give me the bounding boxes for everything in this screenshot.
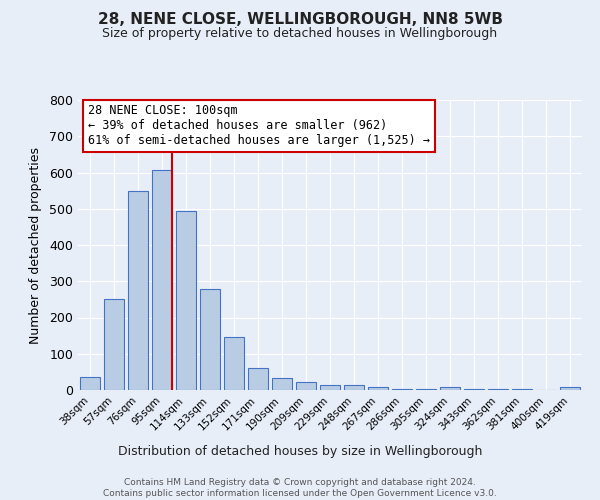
Bar [440, 387, 460, 390]
Bar [104, 300, 124, 390]
Bar [176, 210, 196, 390]
Y-axis label: Number of detached properties: Number of detached properties [29, 146, 42, 344]
Bar [416, 388, 436, 390]
Bar [248, 368, 268, 390]
Text: 28, NENE CLOSE, WELLINGBOROUGH, NN8 5WB: 28, NENE CLOSE, WELLINGBOROUGH, NN8 5WB [97, 12, 503, 28]
Bar [344, 386, 364, 390]
Bar [272, 378, 292, 390]
Bar [560, 387, 580, 390]
Text: Contains HM Land Registry data © Crown copyright and database right 2024.
Contai: Contains HM Land Registry data © Crown c… [103, 478, 497, 498]
Bar [200, 289, 220, 390]
Bar [320, 384, 340, 390]
Bar [368, 386, 388, 390]
Bar [224, 336, 244, 390]
Bar [296, 382, 316, 390]
Bar [392, 388, 412, 390]
Bar [488, 388, 508, 390]
Text: Size of property relative to detached houses in Wellingborough: Size of property relative to detached ho… [103, 28, 497, 40]
Bar [464, 388, 484, 390]
Text: Distribution of detached houses by size in Wellingborough: Distribution of detached houses by size … [118, 444, 482, 458]
Bar [128, 192, 148, 390]
Bar [80, 378, 100, 390]
Text: 28 NENE CLOSE: 100sqm
← 39% of detached houses are smaller (962)
61% of semi-det: 28 NENE CLOSE: 100sqm ← 39% of detached … [88, 104, 430, 148]
Bar [152, 170, 172, 390]
Bar [512, 388, 532, 390]
